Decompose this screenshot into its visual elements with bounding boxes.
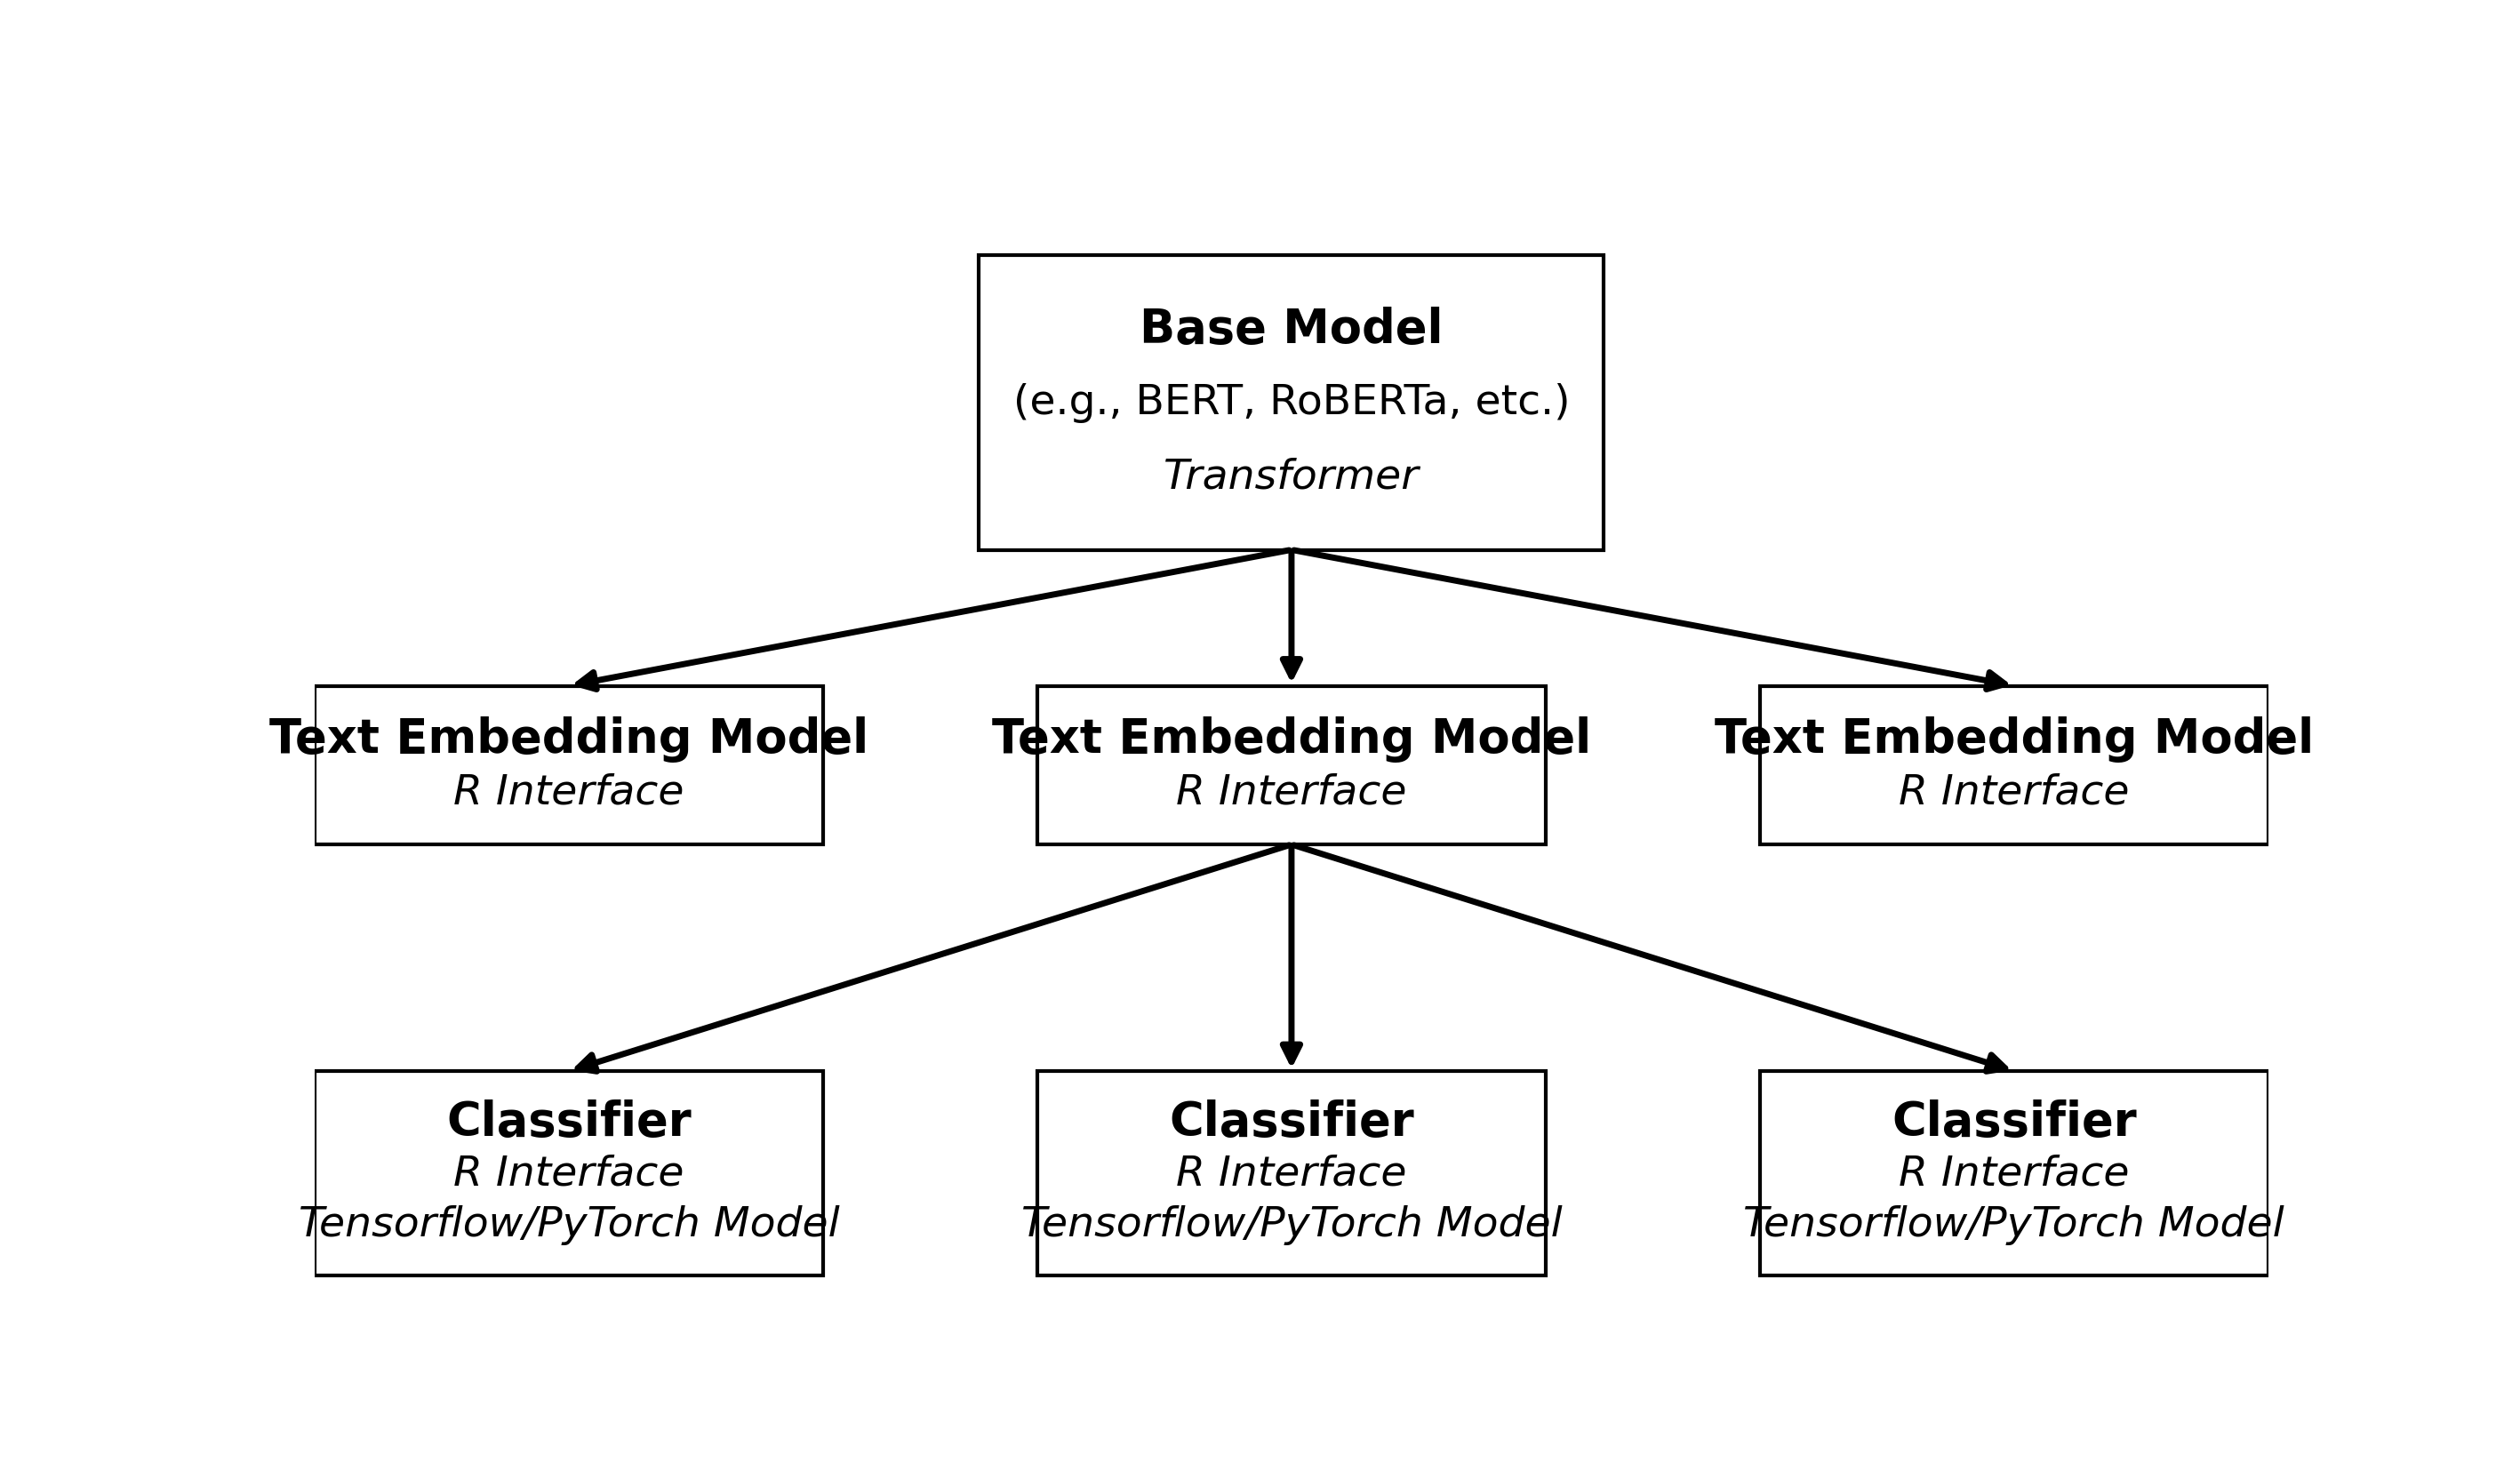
Bar — [1038, 685, 1545, 844]
Bar — [1759, 1071, 2268, 1275]
Text: R Interface: R Interface — [454, 772, 685, 812]
Text: Base Model: Base Model — [1139, 306, 1444, 353]
Text: R Interface: R Interface — [1898, 1153, 2129, 1193]
Text: Tensorflow/PyTorch Model: Tensorflow/PyTorch Model — [1021, 1205, 1562, 1244]
Bar — [1038, 1071, 1545, 1275]
Text: R Interface: R Interface — [1177, 772, 1406, 812]
Text: Transformer: Transformer — [1164, 456, 1419, 497]
Text: Text Embedding Model: Text Embedding Model — [993, 716, 1590, 762]
Bar — [315, 1071, 824, 1275]
Text: R Interface: R Interface — [1177, 1153, 1406, 1193]
Bar — [1759, 685, 2268, 844]
Text: Classifier: Classifier — [446, 1099, 690, 1146]
Text: Tensorflow/PyTorch Model: Tensorflow/PyTorch Model — [1744, 1205, 2286, 1244]
Bar — [315, 685, 824, 844]
Text: Text Embedding Model: Text Embedding Model — [1714, 716, 2313, 762]
Text: R Interface: R Interface — [1898, 772, 2129, 812]
Text: (e.g., BERT, RoBERTa, etc.): (e.g., BERT, RoBERTa, etc.) — [1013, 382, 1570, 424]
Text: Classifier: Classifier — [1893, 1099, 2137, 1146]
Text: Classifier: Classifier — [1169, 1099, 1414, 1146]
Bar — [978, 256, 1605, 550]
Text: Text Embedding Model: Text Embedding Model — [270, 716, 869, 762]
Text: R Interface: R Interface — [454, 1153, 685, 1193]
Text: Tensorflow/PyTorch Model: Tensorflow/PyTorch Model — [297, 1205, 839, 1244]
